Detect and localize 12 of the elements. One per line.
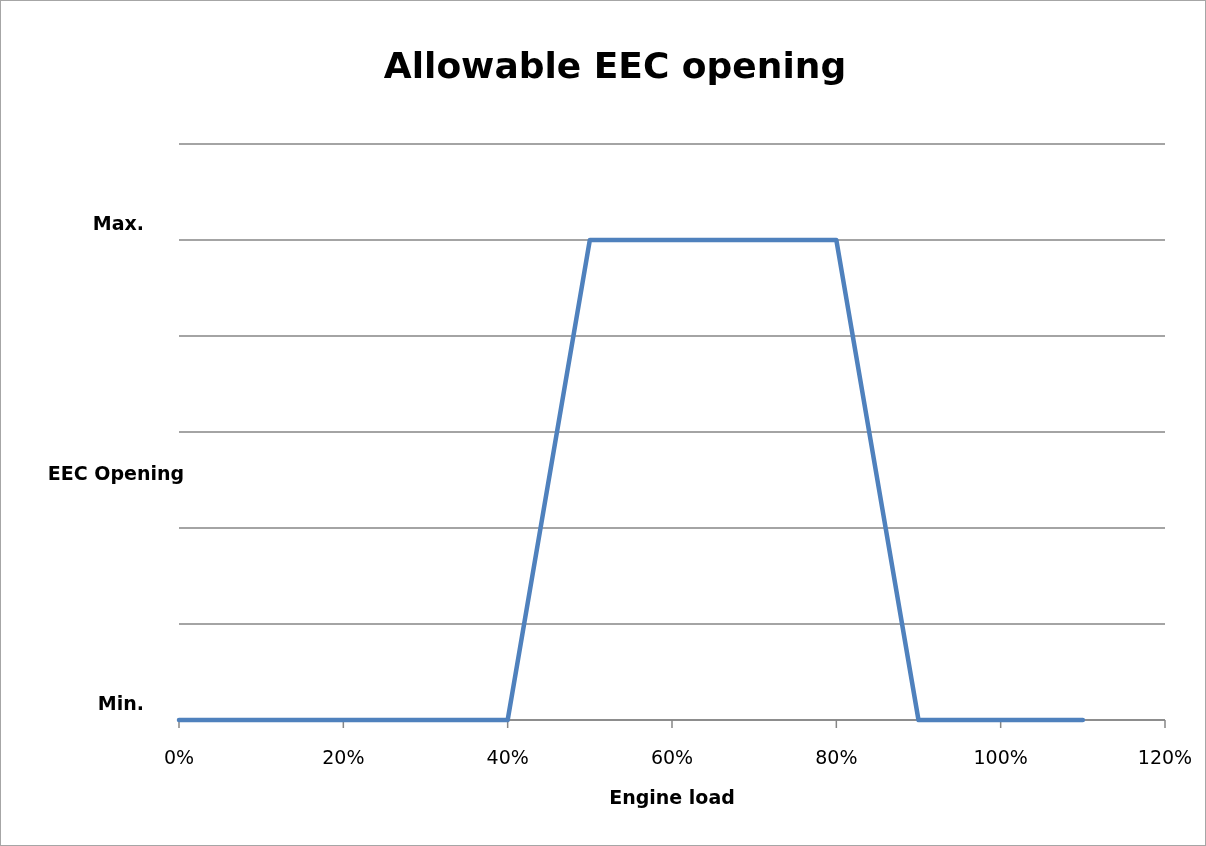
x-tick-label: 120% [1137, 746, 1193, 768]
text: Max. [92, 212, 144, 234]
text: Min. [97, 692, 144, 714]
chart-title: Allowable EEC opening [383, 45, 847, 86]
x-tick-label: 20% [322, 746, 365, 768]
x-tick-label: 100% [973, 746, 1028, 768]
x-tick-label: 0% [163, 746, 195, 768]
x-tick-label: 80% [815, 746, 858, 768]
y-axis-title: EEC Opening [47, 462, 185, 484]
x-axis-title: Engine load [609, 786, 735, 808]
x-tick-label: 40% [486, 746, 529, 768]
x-tick-label: 60% [650, 746, 694, 768]
